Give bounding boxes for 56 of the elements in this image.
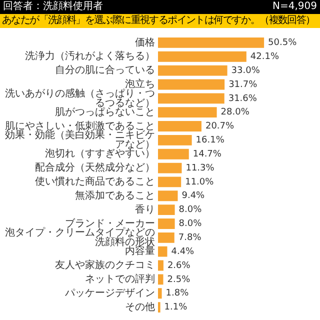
y-tick-label: 香り xyxy=(135,203,155,216)
bar xyxy=(158,162,182,174)
y-tick-label: 肌がつっぱらないこと xyxy=(55,106,155,118)
bar xyxy=(158,288,162,299)
bar xyxy=(158,232,174,243)
data-label: 33.0% xyxy=(231,66,260,76)
data-label: 2.6% xyxy=(167,260,191,271)
data-label: 1.1% xyxy=(164,302,188,313)
bar xyxy=(158,93,224,104)
y-tick-label: 内容量 xyxy=(125,245,155,258)
bar xyxy=(158,204,175,216)
bar xyxy=(158,190,178,202)
data-label: 11.3% xyxy=(186,163,215,174)
bar xyxy=(158,218,175,229)
data-label: 9.4% xyxy=(182,191,206,202)
bar xyxy=(158,134,192,146)
data-label: 4.4% xyxy=(171,246,195,257)
data-label: 7.8% xyxy=(178,233,202,244)
bar xyxy=(158,121,202,132)
bar xyxy=(158,107,217,118)
y-tick-label: その他 xyxy=(125,300,155,313)
bar xyxy=(158,148,189,160)
data-label: 14.7% xyxy=(192,149,222,160)
data-label: 50.5% xyxy=(268,38,298,48)
data-label: 31.7% xyxy=(228,80,258,90)
bar xyxy=(158,260,164,271)
data-label: 8.0% xyxy=(178,219,202,230)
data-label: 2.5% xyxy=(167,274,191,285)
bar xyxy=(158,65,228,76)
y-tick-label: 自分の肌に合っている xyxy=(55,64,155,76)
bar xyxy=(158,51,246,62)
y-tick-label: パッケージデザイン xyxy=(64,288,155,299)
data-label: 28.0% xyxy=(220,108,250,118)
bar xyxy=(158,79,225,90)
bar xyxy=(158,176,182,188)
data-label: 1.8% xyxy=(166,288,190,299)
text: 回答者：洗顔料使用者 xyxy=(3,1,103,13)
data-label: 16.1% xyxy=(196,136,225,146)
y-tick-label: 価格 xyxy=(135,36,155,48)
data-label: 8.0% xyxy=(178,205,202,216)
y-tick-label: 使い慣れた商品であること xyxy=(35,176,155,188)
y-tick-label: ネットでの評判 xyxy=(85,273,155,286)
data-label: 42.1% xyxy=(250,52,280,62)
y-tick-label: 友人や家族のクチコミ xyxy=(55,259,155,272)
data-label: 31.6% xyxy=(228,94,258,104)
y-tick-label: 洗浄力（汚れがよく落ちる） xyxy=(25,50,155,62)
bar xyxy=(158,246,168,257)
bar xyxy=(158,37,264,48)
data-label: 20.7% xyxy=(205,122,235,132)
data-label: 11.0% xyxy=(185,177,214,188)
text: N=4,909 xyxy=(272,1,317,13)
bar xyxy=(158,274,164,285)
chart-subtitle: あなたが「洗顔料」を選ぶ際に重視するポイントは何ですか。（複数回答） xyxy=(0,14,320,28)
y-tick-label: 泡立ち xyxy=(125,78,155,90)
y-tick-label: 無添加であること xyxy=(75,189,155,202)
y-tick-label: 配合成分（天然成分など） xyxy=(35,162,155,174)
